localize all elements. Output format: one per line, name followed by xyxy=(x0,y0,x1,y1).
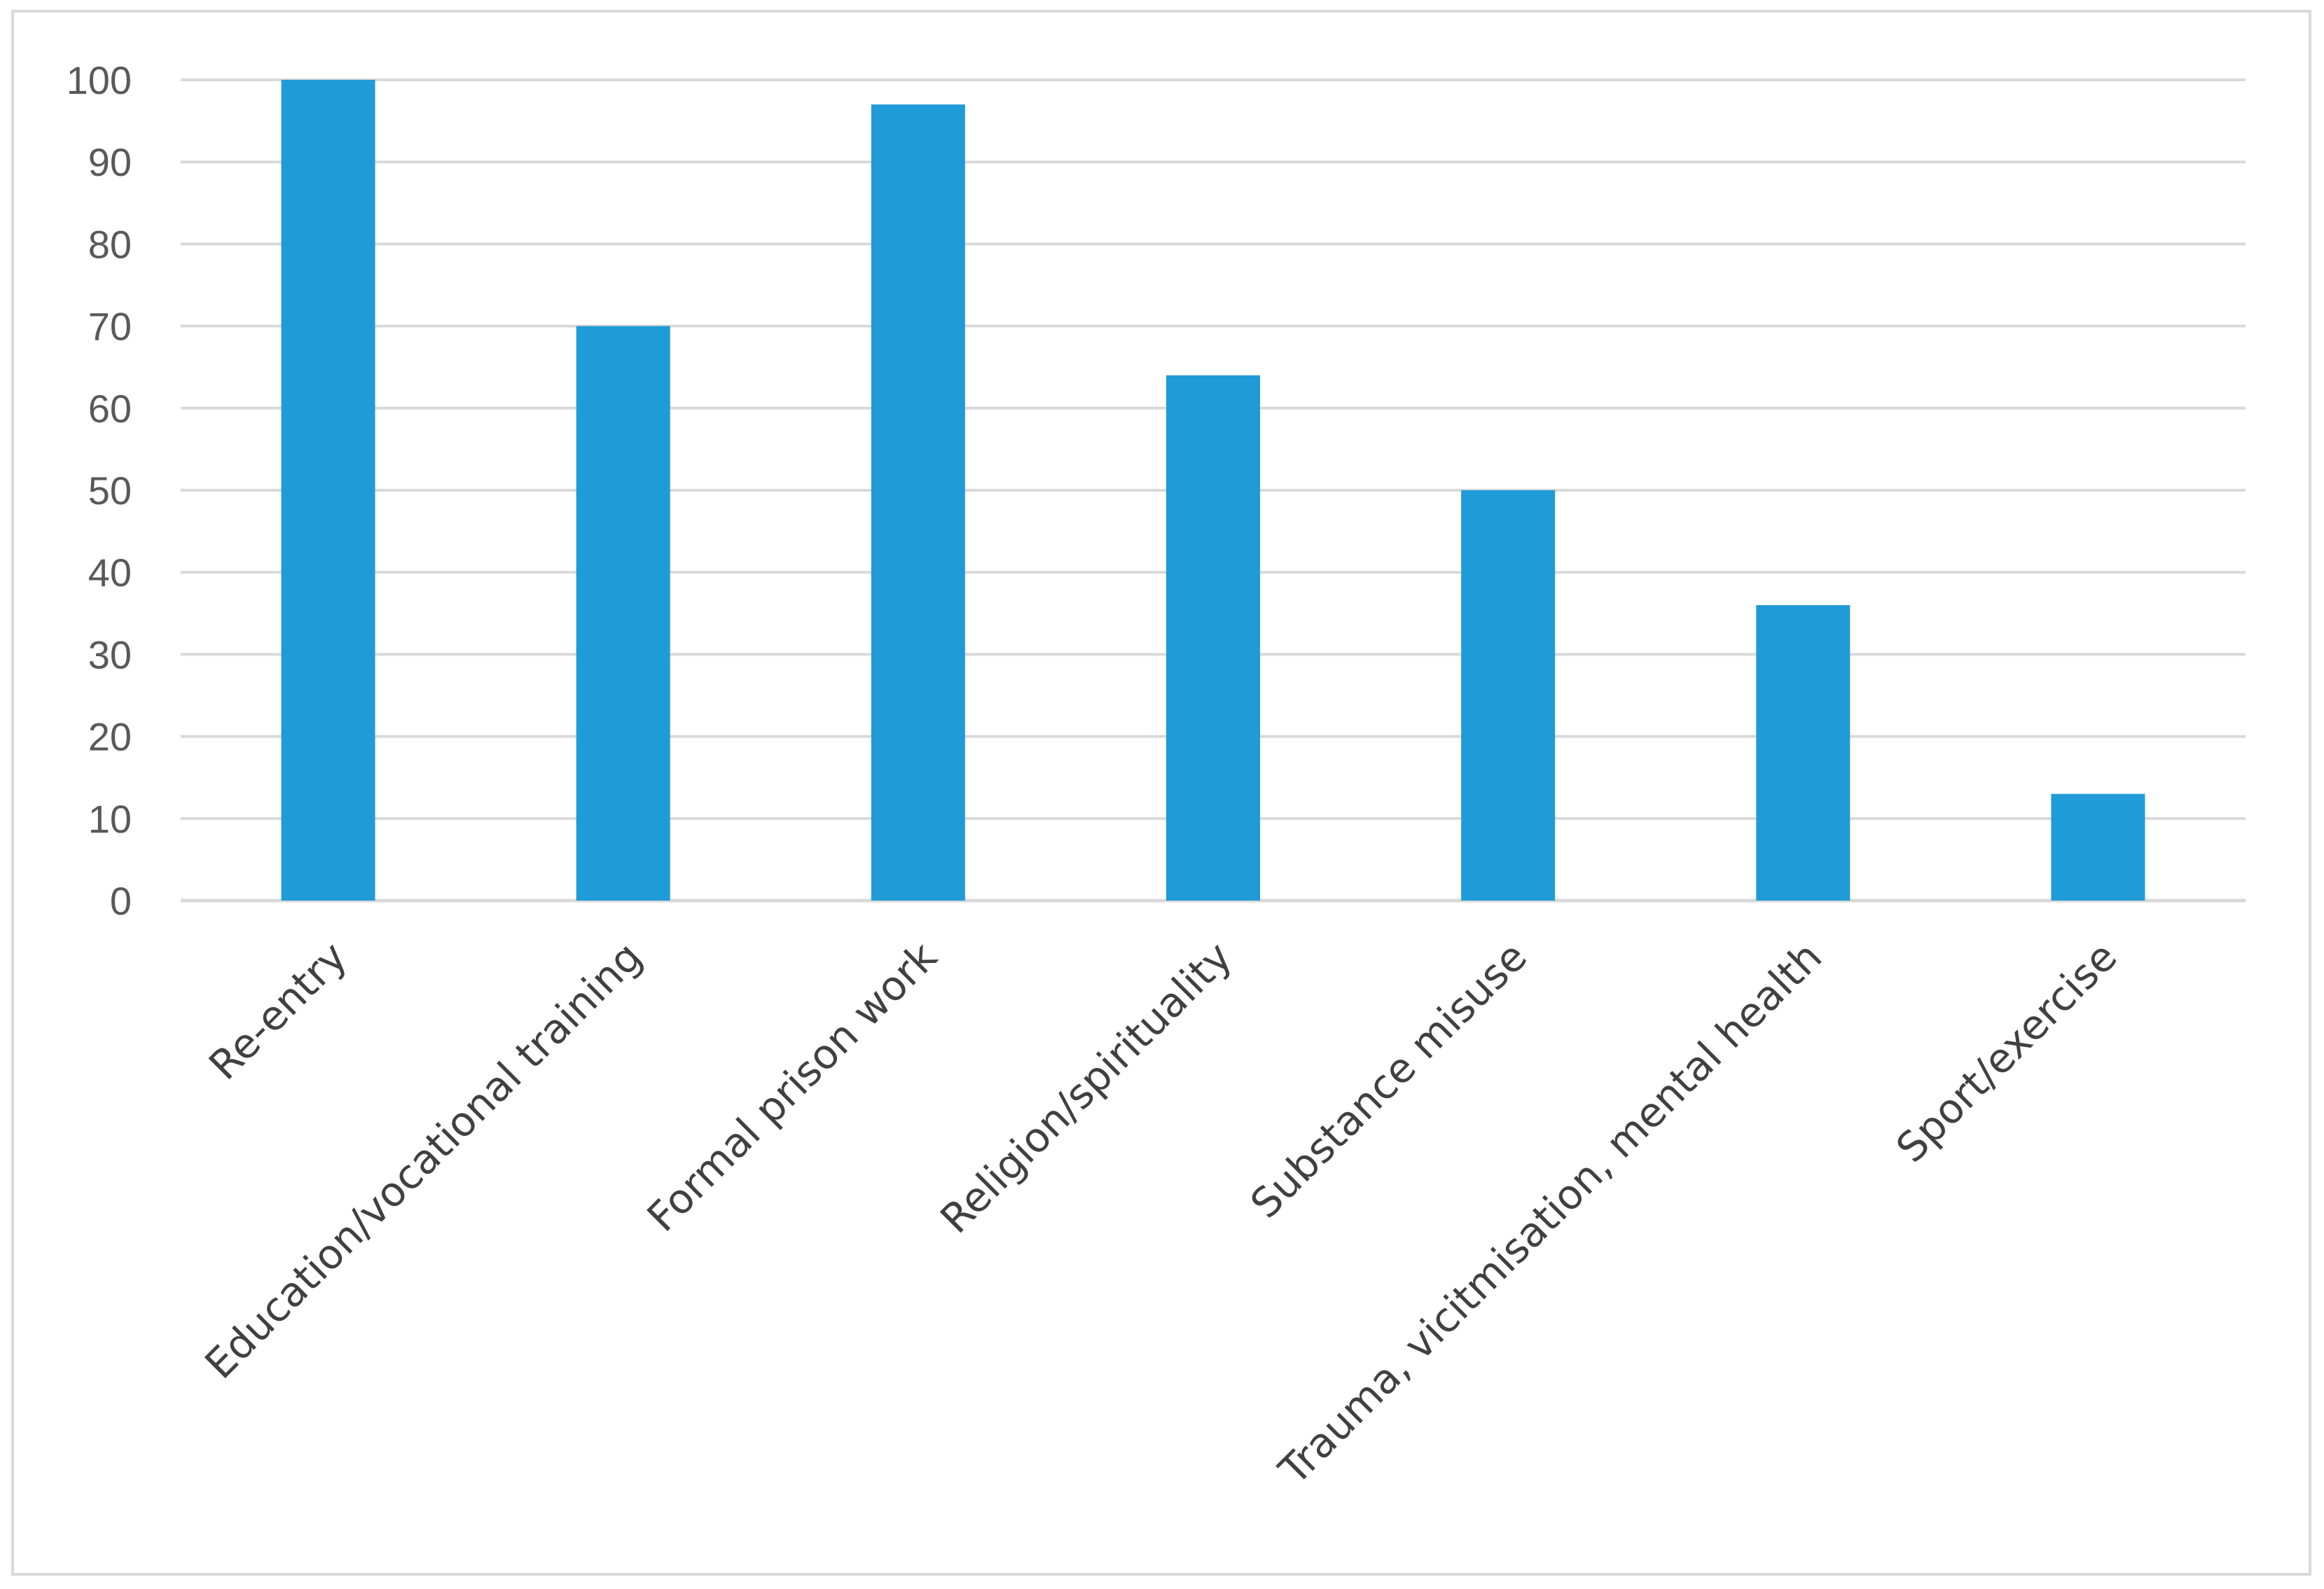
y-tick-label: 90 xyxy=(88,140,132,184)
x-category-label: Religion/spirituality xyxy=(931,933,1240,1242)
y-tick-label: 30 xyxy=(88,632,132,676)
gridlines xyxy=(181,78,2246,903)
y-tick-label: 40 xyxy=(88,550,132,595)
y-tick-label: 80 xyxy=(88,222,132,266)
y-tick-label: 60 xyxy=(88,387,132,431)
x-category-label: Sport/exercise xyxy=(1887,933,2126,1172)
y-tick-label: 10 xyxy=(88,797,132,841)
bar-1 xyxy=(281,80,375,901)
bar-2 xyxy=(576,326,670,901)
x-category-label: Formal prison work xyxy=(638,933,946,1241)
x-category-label: Trauma, vicitmisation, mental health xyxy=(1269,933,1831,1494)
bar-4 xyxy=(1166,375,1260,901)
bar-7 xyxy=(2051,793,2145,901)
x-category-label: Re-entry xyxy=(200,933,356,1089)
bar-5 xyxy=(1461,490,1556,901)
bar-3 xyxy=(871,104,965,901)
x-category-label: Substance misuse xyxy=(1241,933,1536,1228)
bars xyxy=(281,80,2145,901)
y-tick-label: 0 xyxy=(110,879,132,923)
y-tick-label: 50 xyxy=(88,469,132,513)
bar-6 xyxy=(1756,605,1851,901)
chart-frame xyxy=(11,10,2311,1576)
y-tick-label: 20 xyxy=(88,715,132,759)
y-tick-label: 100 xyxy=(67,58,132,102)
y-axis-ticks: 0 10 20 30 40 50 60 70 80 90 100 xyxy=(67,58,132,923)
y-tick-label: 70 xyxy=(88,305,132,349)
